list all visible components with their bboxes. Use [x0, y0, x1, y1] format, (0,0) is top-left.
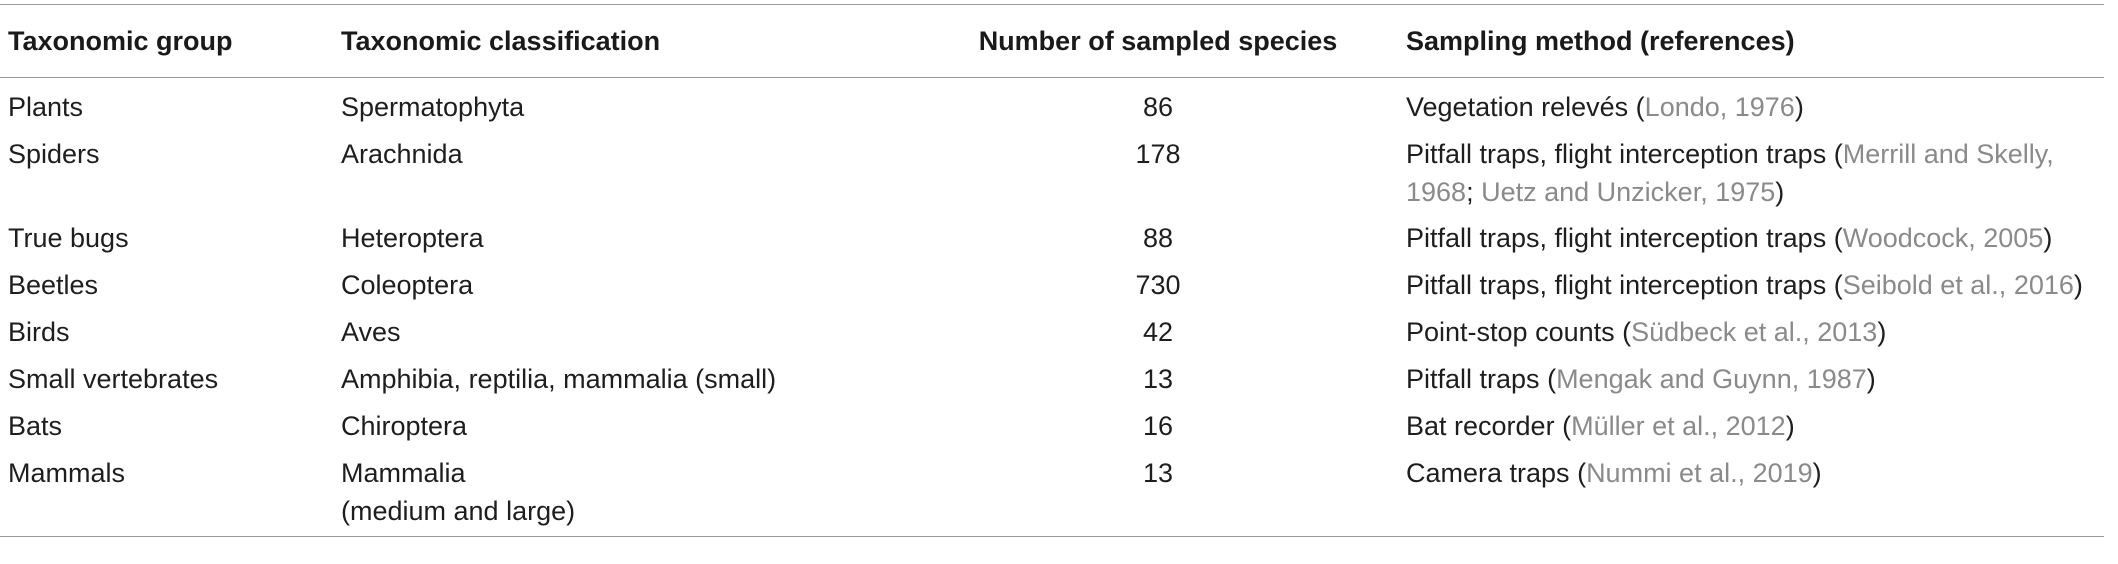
table-row: Mammals Mammalia (medium and large) 13 Camer…: [0, 454, 2104, 537]
table-row: Small vertebrates Amphibia, reptilia, mam…: [0, 360, 2104, 407]
cell-sampling-method: Vegetation relevés (Londo, 1976): [1398, 78, 2104, 136]
cell-taxonomic-group: True bugs: [8, 223, 129, 253]
reference-separator: ;: [1466, 177, 1482, 207]
reference-close: ): [1785, 411, 1795, 441]
reference-close: ): [1866, 364, 1876, 394]
method-text: Point-stop counts: [1406, 317, 1615, 347]
cell-number-of-species: 13: [1142, 458, 1174, 488]
table-body: Plants Spermatophyta 86 Vegetation relevés …: [0, 78, 2104, 537]
classification-line: Aves: [341, 317, 401, 347]
table-row: Bats Chiroptera 16 Bat recorder (Müller et …: [0, 407, 2104, 454]
reference-link[interactable]: Seibold et al., 2016: [1842, 270, 2074, 300]
classification-line: Coleoptera: [341, 270, 474, 300]
header-number-of-species: Number of sampled species: [978, 26, 1338, 56]
classification-line: Amphibia, reptilia, mammalia (small): [341, 364, 777, 394]
header-sampling-method: Sampling method (references): [1406, 26, 1795, 56]
cell-taxonomic-group: Bats: [8, 411, 63, 441]
cell-taxonomic-classification: Arachnida: [333, 135, 918, 219]
classification-line: Heteroptera: [341, 223, 484, 253]
table-row: Spiders Arachnida 178 Pitfall traps, flight…: [0, 135, 2104, 219]
reference-separator: (: [1628, 92, 1645, 122]
cell-taxonomic-group: Beetles: [8, 270, 99, 300]
reference-close: ): [2073, 270, 2083, 300]
method-text: Pitfall traps, flight interception traps: [1406, 223, 1827, 253]
classification-line: Mammalia: [341, 458, 466, 488]
cell-taxonomic-classification: Chiroptera: [333, 407, 918, 454]
method-text: Pitfall traps: [1406, 364, 1540, 394]
reference-separator: (: [1569, 458, 1587, 488]
cell-sampling-method: Point-stop counts (Südbeck et al., 2013): [1398, 313, 2104, 360]
cell-number-of-species: 86: [1142, 92, 1174, 122]
reference-link[interactable]: Uetz and Unzicker, 1975: [1481, 177, 1776, 207]
reference-close: ): [1775, 177, 1785, 207]
table-row: True bugs Heteroptera 88 Pitfall traps, fli…: [0, 219, 2104, 266]
cell-sampling-method: Camera traps (Nummi et al., 2019): [1398, 454, 2104, 537]
cell-number-of-species: 16: [1142, 411, 1174, 441]
reference-separator: (: [1539, 364, 1557, 394]
classification-line: Spermatophyta: [341, 92, 525, 122]
reference-close: ): [1794, 92, 1804, 122]
species-sampling-table: Taxonomic group Taxonomic classification…: [0, 4, 2104, 537]
cell-sampling-method: Pitfall traps, flight interception traps…: [1398, 135, 2104, 219]
reference-separator: (: [1826, 223, 1843, 253]
method-text: Pitfall traps, flight interception traps: [1406, 270, 1827, 300]
cell-sampling-method: Bat recorder (Müller et al., 2012): [1398, 407, 2104, 454]
reference-link[interactable]: Nummi et al., 2019: [1586, 458, 1813, 488]
method-text: Bat recorder: [1406, 411, 1555, 441]
cell-taxonomic-classification: Amphibia, reptilia, mammalia (small): [333, 360, 918, 407]
cell-taxonomic-group: Mammals: [8, 458, 126, 488]
reference-link[interactable]: Südbeck et al., 2013: [1631, 317, 1878, 347]
cell-taxonomic-classification: Coleoptera: [333, 266, 918, 313]
header-taxonomic-classification: Taxonomic classification: [341, 26, 661, 56]
cell-taxonomic-group: Small vertebrates: [8, 364, 219, 394]
classification-line: Arachnida: [341, 139, 463, 169]
header-row: Taxonomic group Taxonomic classification…: [0, 4, 2104, 78]
table-row: Beetles Coleoptera 730 Pitfall traps, fligh…: [0, 266, 2104, 313]
cell-sampling-method: Pitfall traps (Mengak and Guynn, 1987): [1398, 360, 2104, 407]
reference-link[interactable]: Müller et al., 2012: [1571, 411, 1786, 441]
table-row: Birds Aves 42 Point-stop counts (Südbeck et…: [0, 313, 2104, 360]
table-row: Plants Spermatophyta 86 Vegetation relevés …: [0, 78, 2104, 136]
header-taxonomic-group: Taxonomic group: [8, 26, 233, 56]
cell-number-of-species: 730: [1135, 270, 1181, 300]
cell-taxonomic-group: Plants: [8, 92, 84, 122]
reference-close: ): [2043, 223, 2053, 253]
table-header: Taxonomic group Taxonomic classification…: [0, 4, 2104, 78]
cell-taxonomic-classification: Aves: [333, 313, 918, 360]
cell-sampling-method: Pitfall traps, flight interception traps…: [1398, 266, 2104, 313]
cell-taxonomic-classification: Mammalia (medium and large): [333, 454, 918, 537]
reference-link[interactable]: Merrill and Skelly, 1968: [1406, 139, 2054, 207]
reference-close: ): [1877, 317, 1887, 347]
cell-taxonomic-group: Birds: [8, 317, 70, 347]
reference-separator: (: [1614, 317, 1632, 347]
reference-separator: (: [1554, 411, 1572, 441]
cell-taxonomic-group: Spiders: [8, 139, 100, 169]
method-text: Vegetation relevés: [1406, 92, 1629, 122]
classification-line: (medium and large): [341, 496, 576, 526]
cell-number-of-species: 178: [1135, 139, 1181, 169]
reference-link[interactable]: Woodcock, 2005: [1842, 223, 2044, 253]
reference-separator: (: [1826, 139, 1843, 169]
cell-number-of-species: 88: [1142, 223, 1174, 253]
reference-separator: (: [1826, 270, 1843, 300]
reference-close: ): [1812, 458, 1822, 488]
method-text: Camera traps: [1406, 458, 1570, 488]
cell-taxonomic-classification: Spermatophyta: [333, 78, 918, 136]
method-text: Pitfall traps, flight interception traps: [1406, 139, 1827, 169]
cell-number-of-species: 13: [1142, 364, 1174, 394]
cell-sampling-method: Pitfall traps, flight interception traps…: [1398, 219, 2104, 266]
reference-link[interactable]: Mengak and Guynn, 1987: [1556, 364, 1867, 394]
classification-line: Chiroptera: [341, 411, 468, 441]
reference-link[interactable]: Londo, 1976: [1644, 92, 1795, 122]
cell-number-of-species: 42: [1142, 317, 1174, 347]
cell-taxonomic-classification: Heteroptera: [333, 219, 918, 266]
